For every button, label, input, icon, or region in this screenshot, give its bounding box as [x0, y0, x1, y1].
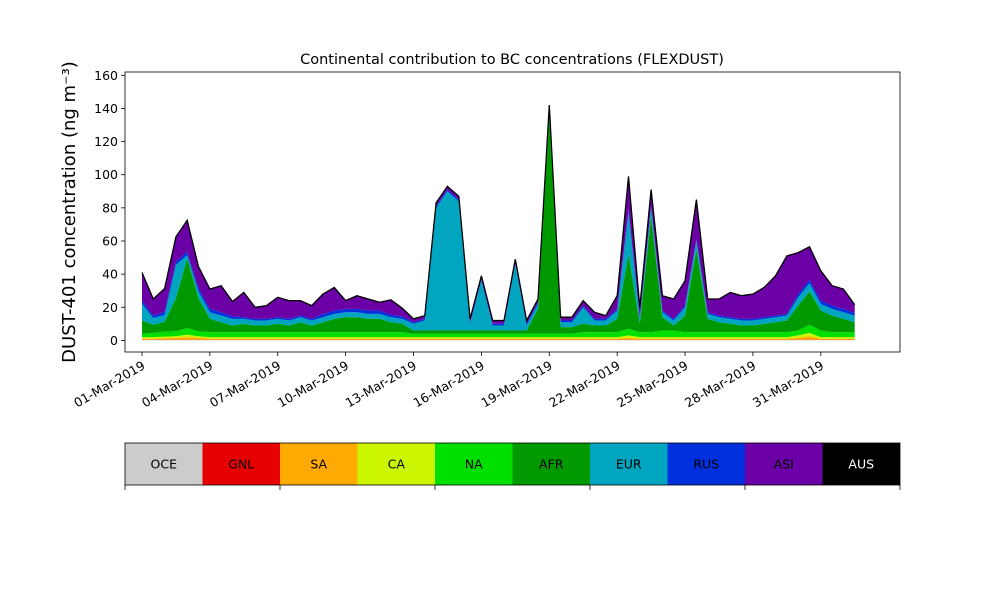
legend-item-gnl: GNL [202, 443, 280, 485]
axes-frame [124, 71, 901, 353]
plot-area [124, 71, 901, 353]
legend-label: ASI [774, 457, 794, 472]
y-axis: 0 20 40 60 80 100 120 140 160 [94, 68, 125, 348]
legend-label: AUS [848, 457, 874, 472]
legend-swatch [667, 443, 745, 485]
legend-item-aus: AUS [822, 443, 900, 485]
x-axis: 01-Mar-201904-Mar-201907-Mar-201910-Mar-… [71, 352, 826, 410]
legend-swatch [822, 443, 900, 485]
area-oce [142, 339, 855, 341]
x-tick-label: 07-Mar-2019 [207, 358, 283, 411]
x-tick-label: 13-Mar-2019 [343, 358, 419, 411]
x-tick-label: 22-Mar-2019 [546, 358, 622, 411]
legend-label: RUS [693, 457, 719, 472]
legend-item-na: NA [435, 443, 513, 485]
x-tick-label: 01-Mar-2019 [71, 358, 147, 411]
x-tick-label: 10-Mar-2019 [275, 358, 351, 411]
x-tick-label: 28-Mar-2019 [682, 358, 758, 411]
legend-swatch [202, 443, 280, 485]
legend-swatch [435, 443, 513, 485]
legend-label: GNL [228, 457, 254, 472]
legend-label: OCE [151, 457, 178, 472]
total-line [141, 105, 856, 323]
legend-swatch [280, 443, 358, 485]
legend-item-eur: EUR [590, 443, 668, 485]
legend-item-rus: RUS [667, 443, 745, 485]
y-tick-label: 140 [94, 101, 118, 116]
legend-item-asi: ASI [745, 443, 823, 485]
legend-swatch [745, 443, 823, 485]
y-tick-label: 20 [102, 300, 118, 315]
x-tick-label: 19-Mar-2019 [478, 358, 554, 411]
legend-item-ca: CA [357, 443, 435, 485]
legend-label: EUR [616, 457, 642, 472]
legend-item-oce: OCE [125, 443, 203, 485]
x-tick-label: 31-Mar-2019 [750, 358, 826, 411]
area-aus [142, 105, 855, 321]
legend-label: SA [310, 457, 327, 472]
area-asi [142, 105, 855, 324]
legend-colorbar: OCE GNL SA CA NA AFR EUR RUS ASI AUS [124, 442, 901, 490]
legend-swatch [590, 443, 668, 485]
chart-title: Continental contribution to BC concentra… [300, 52, 724, 68]
area-na [142, 324, 855, 338]
legend-swatch [125, 443, 203, 485]
y-axis-label: DUST-401 concentration (ng m⁻³) [59, 61, 80, 363]
x-tick-label: 16-Mar-2019 [411, 358, 487, 411]
legend-swatch [512, 443, 590, 485]
legend-item-afr: AFR [512, 443, 590, 485]
y-tick-label: 160 [94, 68, 118, 83]
x-tick-label: 25-Mar-2019 [614, 358, 690, 411]
area-rus [142, 108, 855, 326]
legend-item-sa: SA [280, 443, 358, 485]
y-tick-label: 100 [94, 167, 118, 182]
y-tick-label: 0 [110, 333, 118, 348]
y-tick-label: 40 [102, 267, 118, 282]
legend-label: NA [465, 457, 483, 472]
y-tick-label: 120 [94, 134, 118, 149]
area-ca [142, 332, 855, 339]
y-tick-label: 80 [102, 200, 118, 215]
legend-frame [124, 442, 901, 486]
legend-label: CA [388, 457, 406, 472]
area-sa [142, 336, 855, 340]
x-tick-label: 04-Mar-2019 [139, 358, 215, 411]
legend-swatch [357, 443, 435, 485]
legend-label: AFR [539, 457, 564, 472]
stacked-areas [142, 105, 855, 341]
y-tick-label: 60 [102, 233, 118, 248]
